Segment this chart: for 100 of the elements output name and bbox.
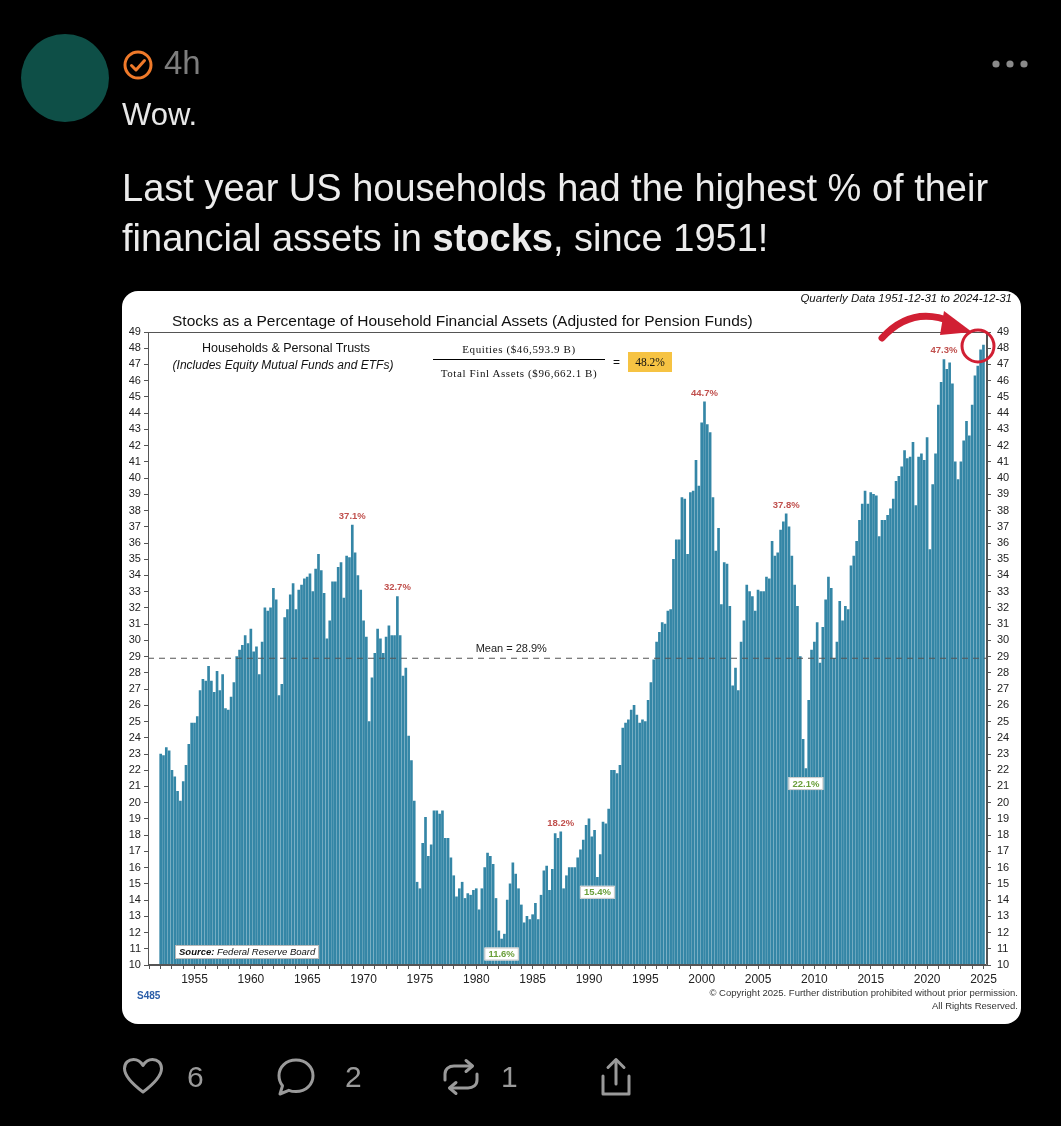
y-tick-label: 22 [128,763,141,776]
y2-tick-label: 47 [997,357,1010,370]
y2-tick-label: 38 [997,503,1010,516]
text: stocks [432,217,553,259]
annotation: Equities ($46,593.9 B) [433,343,605,360]
text: 2 [345,1060,362,1094]
data-label: 44.7% [691,386,719,398]
y2-tick-label: 24 [997,730,1010,743]
y-tick-label: 34 [128,568,141,581]
data-label: 32.7% [383,581,412,593]
y-tick-label: 37 [128,519,141,532]
data-label: 47.3% [930,344,958,356]
y-tick-label: 47 [128,357,141,370]
y-tick-label: 19 [128,811,141,824]
text: financial assets in [122,217,422,259]
x-tick-label: 1965 [293,971,321,986]
y-tick-label: 27 [128,682,141,695]
y-tick-label: 28 [128,665,141,678]
y2-tick-label: 21 [997,779,1010,792]
y-tick-label: 43 [128,422,141,435]
y-tick-label: 10 [128,958,141,971]
x-tick-label: 1970 [350,971,378,986]
y-tick-label: 36 [128,536,141,549]
y-tick-label: 24 [128,730,141,743]
x-tick-label: 1995 [632,971,660,986]
annotation: 48.2% [628,352,672,372]
data-label: 37.1% [338,510,367,522]
text: All Rights Reserved. [930,999,1018,1012]
y2-tick-label: 32 [997,600,1010,613]
y-tick-label: 42 [128,438,141,451]
y2-tick-label: 18 [997,828,1010,841]
y-tick-label: 15 [128,876,141,889]
chart-subtitle: Quarterly Data 1951-12-31 to 2024-12-31 [800,292,1012,304]
text: 4h [164,44,201,82]
y2-tick-label: 30 [997,633,1010,646]
y2-tick-label: 39 [997,487,1010,500]
y2-tick-label: 12 [997,925,1010,938]
y2-tick-label: 29 [997,649,1010,662]
y2-tick-label: 13 [997,909,1010,922]
x-tick-label: 1990 [575,971,603,986]
data-label: 15.4% [583,886,612,898]
text: 6 [187,1060,204,1094]
annotation: (Includes Equity Mutual Funds and ETFs) [172,358,394,372]
x-tick-label: 2020 [913,971,941,986]
y2-tick-label: 22 [997,763,1010,776]
y2-tick-label: 16 [997,860,1010,873]
y-tick-label: 13 [128,909,141,922]
y-tick-label: 16 [128,860,141,873]
y-tick-label: 49 [128,325,141,338]
y2-tick-label: 37 [997,519,1010,532]
annotation: Households & Personal Trusts [201,341,371,355]
y2-tick-label: 48 [997,341,1010,354]
y-tick-label: 32 [128,600,141,613]
y2-tick-label: 49 [997,325,1010,338]
y-tick-label: 26 [128,698,141,711]
y2-tick-label: 43 [997,422,1010,435]
y2-tick-label: 26 [997,698,1010,711]
y2-tick-label: 35 [997,552,1010,565]
text: , since 1951! [552,217,769,259]
y2-tick-label: 25 [997,714,1010,727]
y-tick-label: 11 [129,941,141,954]
y-tick-label: 33 [128,584,141,597]
y-tick-label: 40 [128,471,141,484]
x-tick-label: 2005 [744,971,772,986]
y-tick-label: 14 [128,893,141,906]
y2-tick-label: 14 [997,893,1010,906]
y-tick-label: 46 [128,373,141,386]
y-tick-label: 29 [128,649,141,662]
ref-line-label: Mean = 28.9% [475,641,548,654]
y2-tick-label: 40 [997,471,1010,484]
data-label: 37.8% [772,498,801,510]
x-tick-label: 2000 [688,971,716,986]
y2-tick-label: 20 [997,795,1010,808]
x-tick-label: 1980 [462,971,490,986]
y-tick-label: 41 [128,454,141,467]
y-tick-label: 23 [128,747,141,760]
text: 1 [501,1060,518,1094]
y-tick-label: 12 [128,925,141,938]
y2-tick-label: 42 [997,438,1010,451]
y-tick-label: 44 [128,406,141,419]
y2-tick-label: 23 [997,747,1010,760]
data-label: 11.6% [488,948,516,960]
y2-tick-label: 15 [997,876,1010,889]
x-tick-label: 1960 [237,971,265,986]
y2-tick-label: 19 [997,811,1010,824]
data-label: 22.1% [792,777,820,789]
y2-tick-label: 11 [997,941,1009,954]
annotation: Total Finl Assets ($96,662.1 B) [440,367,598,379]
annotation: = [613,355,621,369]
annotation: Federal Reserve Board [217,946,316,957]
y2-tick-label: 17 [997,844,1010,857]
y2-tick-label: 27 [997,682,1010,695]
y-tick-label: 35 [128,552,141,565]
y-tick-label: 18 [128,828,141,841]
y-tick-label: 38 [128,503,141,516]
y2-tick-label: 41 [997,454,1010,467]
y2-tick-label: 36 [997,536,1010,549]
x-tick-label: 1955 [181,971,209,986]
x-tick-label: 1985 [519,971,547,986]
y-tick-label: 21 [128,779,141,792]
